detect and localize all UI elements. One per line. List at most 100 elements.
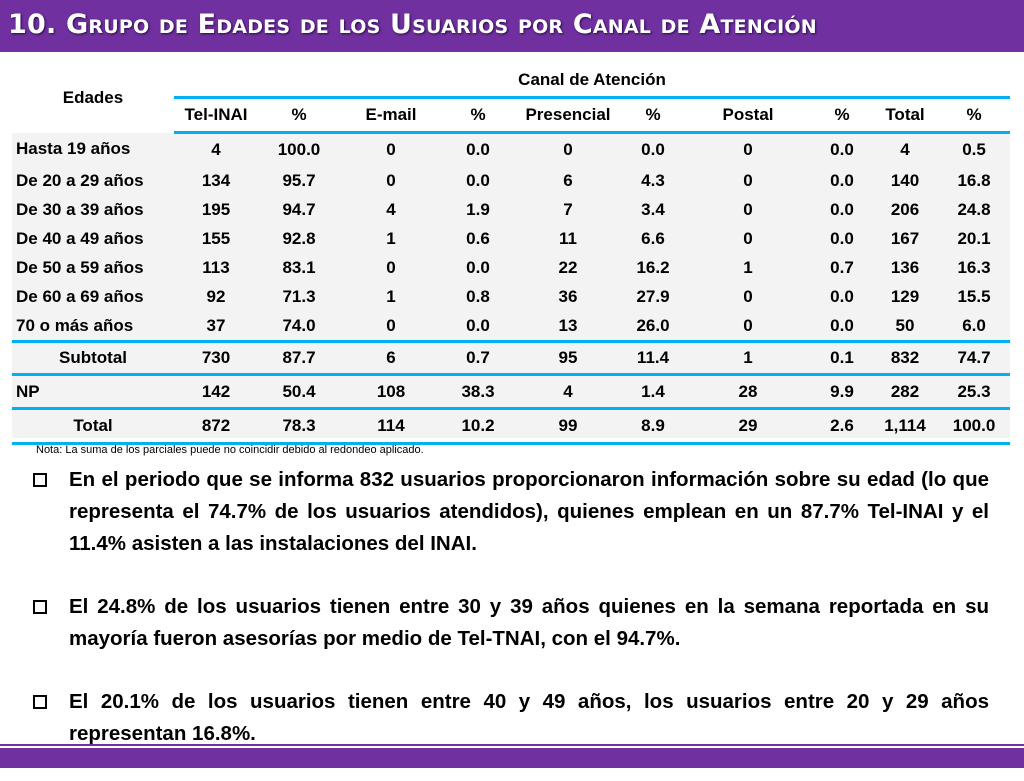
subtotal-row: Subtotal 730 87.7 6 0.7 95 11.4 1 0.1 832 74.7 (12, 340, 1011, 376)
table-row: 70 o más años 37 74.0 0 0.0 13 26.0 0 0.0 50 6.0 (12, 311, 1010, 342)
table-cell: 11 (559, 228, 577, 248)
table-cell: 2.6 (812, 408, 872, 445)
table-cell: 0.0 (830, 170, 854, 190)
table-cell: 74.0 (282, 315, 316, 335)
checkbox-bullet-icon (33, 695, 47, 709)
table-cell: 0.0 (466, 257, 490, 277)
footer-bar (0, 748, 1024, 768)
table-cell: 9.9 (812, 374, 872, 410)
table-cell: 6 (340, 340, 442, 376)
table-cell: 1.9 (466, 199, 490, 219)
checkbox-bullet-icon (33, 473, 47, 487)
column-header: % (938, 96, 1011, 134)
column-header: % (442, 96, 514, 134)
bullet-text: En el periodo que se informa 832 usuario… (69, 468, 989, 555)
table-row: De 50 a 59 años 113 83.1 0 0.0 22 16.2 1 0.7 136 1… (12, 253, 1010, 282)
table-cell: 1 (386, 286, 396, 306)
table-cell: 4 (211, 140, 221, 159)
row-label: Hasta 19 años (16, 139, 131, 159)
table-cell: 22 (558, 257, 578, 277)
table-cell: 0.0 (830, 140, 854, 159)
bullet-item: El 24.8% de los usuarios tienen entre 30… (33, 591, 993, 655)
table-cell: 0.0 (830, 228, 854, 248)
table-cell: 832 (872, 340, 938, 376)
table-cell: 1 (684, 340, 812, 376)
table-cell: 129 (890, 286, 920, 306)
table-cell: 114 (340, 408, 442, 445)
table-row: De 30 a 39 años 195 94.7 4 1.9 7 3.4 0 0.0 206 24.… (12, 195, 1010, 224)
column-header: % (812, 96, 872, 134)
table-cell: 11.4 (622, 340, 684, 376)
table-cell: 0 (743, 228, 753, 248)
bullet-item: El 20.1% de los usuarios tienen entre 40… (33, 686, 993, 750)
bullet-text: El 24.8% de los usuarios tienen entre 30… (69, 595, 989, 650)
table-row: De 20 a 29 años 134 95.7 0 0.0 6 4.3 0 0.0 140 16.… (12, 166, 1010, 195)
table-cell: 6 (563, 170, 573, 190)
checkbox-bullet-icon (33, 600, 47, 614)
table-cell: 15.5 (957, 286, 991, 306)
row-label: 70 o más años (16, 315, 134, 335)
table-cell: 92.8 (282, 228, 316, 248)
table-cell: 26.0 (636, 315, 670, 335)
table-row: De 60 a 69 años 92 71.3 1 0.8 36 27.9 0 0.0 129 15… (12, 282, 1010, 311)
table-cell: 100.0 (277, 140, 321, 159)
table-cell: 0.0 (830, 315, 854, 335)
column-header: E-mail (340, 96, 442, 134)
table-cell: 113 (202, 257, 230, 277)
table-cell: 50 (895, 315, 915, 335)
table-cell: 730 (174, 340, 258, 376)
table-cell: 37 (206, 315, 226, 335)
table-cell: 6.6 (641, 228, 665, 248)
table-cell: 0.0 (466, 315, 490, 335)
table-cell: 195 (201, 199, 231, 219)
table-cell: 6.0 (962, 315, 986, 335)
table-cell: 140 (890, 170, 920, 190)
table-cell: 92 (206, 286, 226, 306)
table-cell: 29 (684, 408, 812, 445)
table-cell: 38.3 (442, 374, 514, 410)
table-cell: 4.3 (641, 170, 665, 190)
table-cell: 4 (514, 374, 622, 410)
table-cell: 142 (174, 374, 258, 410)
table-cell: 4 (386, 199, 396, 219)
table-cell: 99 (514, 408, 622, 445)
table-cell: 100.0 (938, 408, 1011, 445)
table-cell: 0.0 (830, 199, 854, 219)
row-header-edades: Edades (12, 64, 174, 133)
table-cell: 10.2 (442, 408, 514, 445)
column-header: % (258, 96, 340, 134)
table-cell: 282 (872, 374, 938, 410)
age-channel-table: Edades Canal de Atención Tel-INAI% E-mail… (12, 64, 1011, 445)
total-row: Total 872 78.3 114 10.2 99 8.9 29 2.6 1,114 100.0 (12, 408, 1011, 445)
table-cell: 0.0 (641, 140, 665, 159)
row-label: NP (12, 374, 174, 410)
table-cell: 1 (386, 228, 396, 248)
table-cell: 0.8 (466, 286, 490, 306)
row-label: De 60 a 69 años (16, 286, 144, 306)
row-label: Subtotal (12, 340, 174, 376)
table-cell: 134 (201, 170, 231, 190)
table-cell: 0 (386, 257, 396, 277)
table-cell: 0.1 (812, 340, 872, 376)
np-row: NP 142 50.4 108 38.3 4 1.4 28 9.9 282 25.3 (12, 374, 1011, 410)
table-cell: 0.0 (466, 170, 490, 190)
data-table: Edades Canal de Atención Tel-INAI% E-mail… (12, 64, 1011, 445)
table-cell: 0.0 (830, 286, 854, 306)
table-cell: 20.1 (957, 228, 991, 248)
table-cell: 83.1 (282, 257, 316, 277)
bullet-list: En el periodo que se informa 832 usuario… (33, 464, 993, 781)
table-cell: 0 (386, 315, 396, 335)
table-cell: 1.4 (622, 374, 684, 410)
table-cell: 136 (890, 257, 920, 277)
table-row: De 40 a 49 años 155 92.8 1 0.6 11 6.6 0 0.0 167 20… (12, 224, 1010, 253)
table-cell: 8.9 (622, 408, 684, 445)
table-cell: 0 (743, 199, 753, 219)
table-cell: 87.7 (258, 340, 340, 376)
row-label: Total (12, 408, 174, 445)
bullet-item: En el periodo que se informa 832 usuario… (33, 464, 993, 560)
slide-title: 10. Grupo de Edades de los Usuarios por … (8, 9, 817, 40)
table-cell: 7 (563, 199, 573, 219)
table-cell: 0 (743, 170, 753, 190)
table-cell: 25.3 (938, 374, 1011, 410)
table-cell: 0 (743, 315, 753, 335)
